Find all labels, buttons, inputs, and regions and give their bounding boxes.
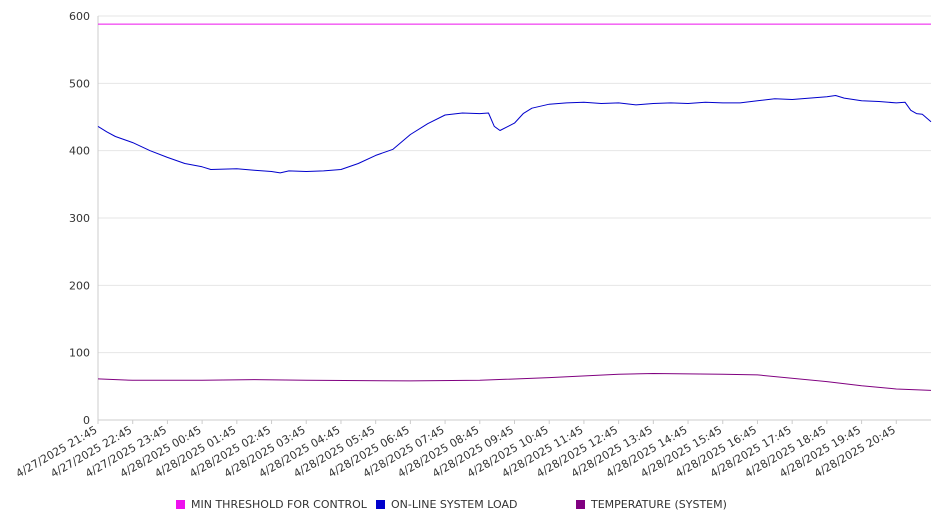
y-tick-label: 500 — [69, 77, 90, 90]
legend-item[interactable]: TEMPERATURE (SYSTEM) — [576, 498, 727, 511]
y-tick-label: 400 — [69, 145, 90, 158]
legend-item[interactable]: MIN THRESHOLD FOR CONTROL — [176, 498, 367, 511]
legend-item[interactable]: ON-LINE SYSTEM LOAD — [376, 498, 517, 511]
y-tick-label: 300 — [69, 212, 90, 225]
series-line-on-line-system-load — [97, 95, 932, 174]
legend-swatch — [176, 500, 185, 509]
grid-lines — [98, 15, 931, 354]
legend-swatch — [576, 500, 585, 509]
legend-label: TEMPERATURE (SYSTEM) — [591, 498, 727, 511]
y-tick-label: 200 — [69, 279, 90, 292]
legend-swatch — [376, 500, 385, 509]
y-axis-ticks: 0 100 200 300 400 500 600 — [69, 10, 90, 427]
chart-legend: MIN THRESHOLD FOR CONTROL ON-LINE SYSTEM … — [0, 498, 946, 514]
y-tick-label: 0 — [83, 414, 90, 427]
y-tick-label: 100 — [69, 347, 90, 360]
legend-label: MIN THRESHOLD FOR CONTROL — [191, 498, 367, 511]
legend-label: ON-LINE SYSTEM LOAD — [391, 498, 518, 511]
series-lines — [97, 23, 932, 391]
x-axis-ticks: 4/27/2025 21:454/27/2025 22:454/27/2025 … — [14, 420, 898, 480]
series-line-temperature-system — [97, 373, 932, 391]
y-tick-label: 600 — [69, 10, 90, 23]
